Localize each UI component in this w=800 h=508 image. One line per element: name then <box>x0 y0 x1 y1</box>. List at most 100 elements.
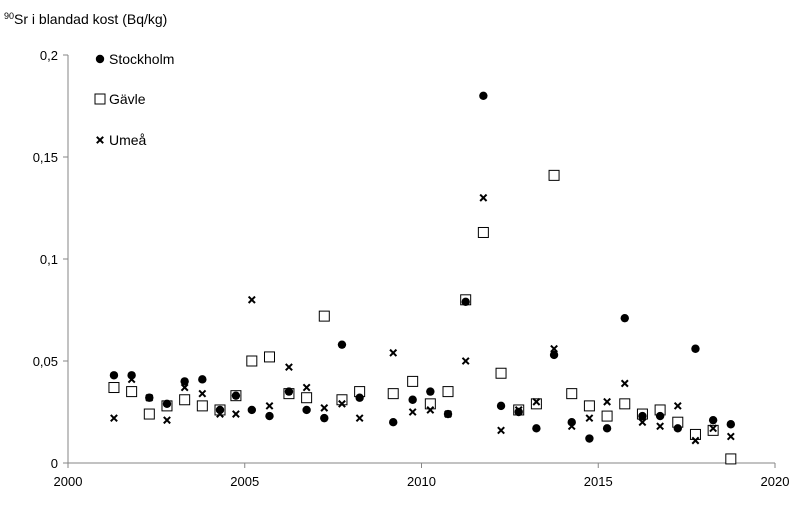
data-point-cross <box>709 424 718 433</box>
data-point-filled-circle <box>585 434 594 443</box>
data-point-filled-circle <box>691 344 700 353</box>
data-point-open-square <box>179 394 191 406</box>
data-point-filled-circle <box>549 350 559 360</box>
data-point-filled-circle <box>247 405 257 415</box>
data-point-cross-stroke-b <box>691 436 700 445</box>
data-point-open-square <box>548 169 560 181</box>
data-point-filled-circle <box>426 387 435 396</box>
data-point-filled-circle <box>215 405 225 415</box>
x-tick-label: 2005 <box>230 474 259 489</box>
data-point-cross <box>232 410 240 418</box>
y-tick-label: 0,15 <box>33 150 58 165</box>
data-point-cross <box>320 404 329 412</box>
data-point-cross <box>532 397 541 406</box>
data-point-cross <box>638 418 647 427</box>
data-point-open-square <box>407 375 419 387</box>
data-point-cross <box>497 426 505 435</box>
data-point-filled-circle <box>162 399 172 409</box>
data-point-filled-circle <box>479 91 488 101</box>
y-tick-label: 0,05 <box>33 354 58 369</box>
data-point-cross <box>408 408 417 416</box>
data-point-cross-stroke-b <box>247 295 256 304</box>
data-point-cross-stroke-b <box>180 383 189 392</box>
data-point-open-square <box>263 351 275 363</box>
data-point-filled-circle <box>180 377 189 386</box>
data-point-cross <box>656 422 665 431</box>
data-point-cross-stroke-b <box>320 404 329 412</box>
data-point-filled-circle <box>145 393 154 402</box>
data-point-open-square <box>583 400 595 412</box>
data-point-filled-circle <box>265 411 274 421</box>
data-point-cross <box>110 414 118 423</box>
legend-label: Gävle <box>109 91 146 107</box>
y-axis-title: 90Sr i blandad kost (Bq/kg) <box>4 11 167 27</box>
data-point-filled-circle <box>443 409 453 419</box>
data-point-open-square <box>477 226 489 238</box>
data-point-open-square <box>143 408 155 420</box>
data-point-filled-circle <box>638 411 647 421</box>
data-point-cross-stroke-b <box>338 399 346 408</box>
data-point-filled-circle <box>602 424 612 433</box>
data-point-filled-circle <box>302 405 311 415</box>
y-tick-label: 0,2 <box>40 48 58 63</box>
data-point-cross-stroke-b <box>550 344 558 353</box>
data-point-filled-circle <box>389 418 398 427</box>
data-point-cross <box>247 295 256 304</box>
data-point-filled-circle <box>337 340 347 349</box>
data-point-cross <box>198 389 207 398</box>
data-point-cross-stroke-b <box>163 416 171 425</box>
data-point-filled-circle <box>567 418 576 427</box>
data-point-cross <box>302 383 311 392</box>
data-points <box>108 91 737 465</box>
data-point-cross <box>461 357 470 365</box>
data-point-open-square <box>601 410 613 422</box>
data-point-cross-stroke-b <box>479 193 488 202</box>
data-point-cross-stroke-b <box>461 357 470 365</box>
legend: Stockholm Gävle Umeå <box>94 51 174 148</box>
data-point-filled-circle <box>726 420 736 429</box>
data-point-cross <box>163 416 171 425</box>
y-tick-label: 0,1 <box>40 252 58 267</box>
data-point-filled-circle <box>655 411 665 421</box>
data-point-cross-stroke-b <box>656 422 665 431</box>
data-point-cross <box>355 414 364 423</box>
legend-marker-filled-circle <box>95 54 105 64</box>
legend-marker-cross <box>96 136 104 144</box>
data-point-filled-circle <box>532 424 541 433</box>
data-point-cross <box>550 344 558 353</box>
data-point-filled-circle <box>284 387 294 396</box>
y-tick-label: 0 <box>51 456 58 471</box>
data-point-open-square <box>318 310 330 322</box>
data-point-open-square <box>619 398 631 410</box>
data-point-open-square <box>530 398 542 410</box>
x-tick-label: 2010 <box>407 474 436 489</box>
data-point-filled-circle <box>127 371 136 380</box>
y-axis-title-superscript: 90 <box>4 11 14 21</box>
data-point-cross <box>691 436 700 445</box>
legend-label: Umeå <box>109 132 147 148</box>
tick-labels: 0 0,05 0,1 0,15 0,2 2000 2005 2010 2015 2020 <box>33 48 790 489</box>
data-point-cross <box>603 397 611 406</box>
data-point-filled-circle <box>461 297 470 307</box>
data-point-open-square <box>442 386 454 398</box>
data-point-cross-stroke-b <box>726 432 735 441</box>
data-point-cross <box>479 193 488 202</box>
data-point-cross <box>285 363 293 372</box>
data-point-open-square <box>566 388 578 400</box>
data-point-filled-circle <box>514 407 523 417</box>
data-point-cross-stroke-b <box>285 363 293 372</box>
data-point-open-square <box>387 388 399 400</box>
legend-label: Stockholm <box>109 51 174 67</box>
data-point-open-square <box>196 400 208 412</box>
data-point-cross <box>389 348 398 357</box>
data-point-filled-circle <box>496 401 506 411</box>
data-point-open-square <box>301 392 313 404</box>
data-point-cross-stroke-b <box>426 406 435 414</box>
data-point-cross-stroke-b <box>355 414 364 423</box>
svg-text:90Sr i blandad kost (Bq/kg): 90Sr i blandad kost (Bq/kg) <box>4 11 167 27</box>
data-point-filled-circle <box>708 415 718 425</box>
data-point-open-square <box>495 367 507 379</box>
data-point-cross-stroke-b <box>638 418 647 427</box>
data-point-cross-stroke-b <box>603 397 611 406</box>
data-point-cross-stroke-b <box>232 410 240 418</box>
